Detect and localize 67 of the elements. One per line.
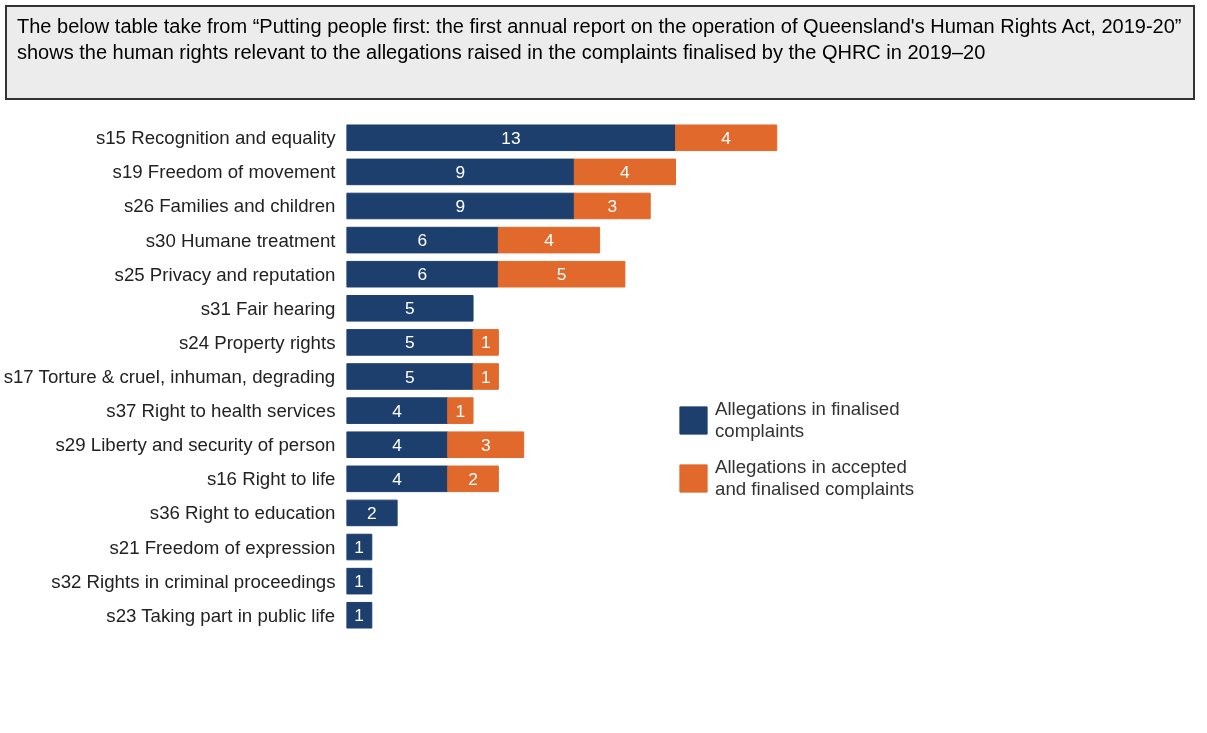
bar [346, 124, 677, 152]
y-tick-label: s31 Fair hearing [200, 297, 336, 319]
bar [447, 465, 499, 493]
bar [346, 158, 575, 186]
data-label: 1 [480, 366, 491, 387]
y-tick-label: s15 Recognition and equality [95, 127, 337, 149]
data-label: 6 [417, 264, 428, 285]
data-label: 2 [468, 468, 478, 489]
bar [346, 295, 474, 322]
data-label: 4 [620, 161, 631, 182]
data-label: 13 [501, 127, 521, 148]
bar [346, 601, 373, 629]
bar [346, 192, 575, 220]
bar [497, 226, 601, 254]
data-label: 4 [392, 400, 403, 421]
data-label: 1 [354, 537, 364, 558]
y-tick-label: s21 Freedom of expression [109, 536, 336, 558]
data-label: 5 [404, 366, 415, 387]
bar [573, 158, 677, 186]
bar [346, 329, 474, 356]
y-tick-label: s36 Right to education [149, 502, 336, 524]
bar [346, 465, 449, 493]
legend-label: Allegations in accepted and finalised complaints [715, 456, 915, 500]
data-label: 4 [544, 230, 555, 251]
bar [472, 363, 499, 390]
data-label: 2 [366, 502, 377, 523]
data-label: 1 [354, 571, 364, 592]
y-tick-label: s19 Freedom of movement [112, 161, 337, 183]
bar [346, 260, 499, 288]
y-tick-label: s30 Humane treatment [145, 229, 337, 251]
data-label: 3 [480, 434, 491, 455]
bar [675, 124, 778, 152]
y-tick-label: s24 Property rights [178, 331, 336, 353]
bar [346, 567, 373, 595]
y-tick-label: s25 Privacy and reputation [114, 263, 336, 285]
data-label: 5 [404, 298, 415, 319]
data-label: 6 [417, 230, 428, 251]
bar [346, 431, 449, 459]
data-label: 9 [455, 195, 466, 216]
bar [472, 329, 499, 356]
bar [346, 397, 449, 424]
bar [573, 192, 651, 220]
bar [346, 499, 398, 527]
y-tick-label: s29 Liberty and security of person [55, 434, 336, 456]
bar [346, 363, 474, 390]
data-label: 9 [455, 161, 466, 182]
bar [447, 397, 474, 424]
data-label: 4 [392, 434, 403, 455]
data-label: 1 [354, 605, 364, 626]
y-tick-label: s26 Families and children [123, 195, 336, 217]
bar [497, 260, 626, 288]
y-tick-label: s17 Torture & cruel, inhuman, degrading [3, 366, 336, 388]
data-label: 5 [404, 332, 415, 353]
chart-title: The below table take from “Putting people first: the first annual report on the operation of Queensland's Human Rights Act, 2019-20” shows the human rights relevant to the allegations raised in the complaints finalised by the QHRC in 2019–20 [17, 14, 1183, 65]
data-label: 5 [556, 264, 567, 285]
data-label: 3 [607, 195, 618, 216]
legend-label: Allegations in finalised complaints [715, 398, 900, 442]
data-label: 4 [721, 127, 732, 148]
data-label: 4 [392, 468, 403, 489]
y-tick-label: s32 Rights in criminal proceedings [51, 570, 336, 592]
bar [447, 431, 525, 459]
y-tick-label: s37 Right to health services [106, 400, 336, 422]
bar [346, 226, 499, 254]
y-tick-label: s23 Taking part in public life [106, 604, 336, 626]
data-label: 1 [455, 400, 466, 421]
y-tick-label: s16 Right to life [206, 468, 336, 490]
data-label: 1 [480, 332, 491, 353]
